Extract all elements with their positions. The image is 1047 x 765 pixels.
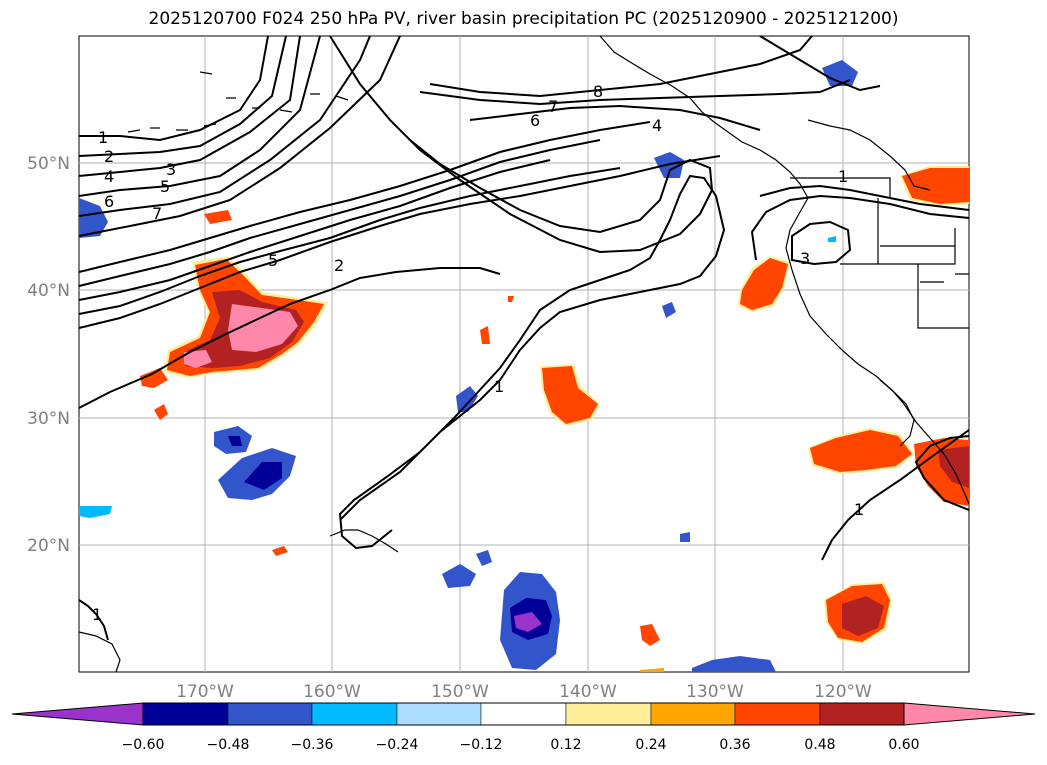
contour-label: 3: [800, 249, 810, 268]
colorbar-segment: [311, 702, 398, 726]
lat-label: 40°N: [27, 281, 70, 301]
contour-label: 1: [854, 500, 864, 519]
lat-label: 20°N: [27, 536, 70, 556]
contour-label: 4: [104, 167, 114, 186]
colorbar-segment: [734, 702, 821, 726]
contour-label: 1: [98, 128, 108, 147]
colorbar-tick-label: −0.12: [460, 737, 503, 753]
colorbar-tick-label: −0.24: [376, 737, 419, 753]
contour-label: 4: [652, 116, 662, 135]
lon-label: 170°W: [176, 682, 234, 702]
contour-label: 3: [166, 160, 176, 179]
colorbar-tick-labels: −0.60 −0.48 −0.36 −0.24 −0.12 0.12 0.24 …: [122, 737, 920, 753]
contour-labels: 1 2 3 4 5 6 7 8 7 6 4 5 2 1 1 3 1 1: [92, 82, 864, 624]
colorbar-segment: [396, 702, 482, 726]
colorbar-segment: [480, 702, 567, 726]
contour-label: 5: [160, 177, 170, 196]
contour-label: 8: [593, 82, 603, 101]
contour-label: 1: [92, 605, 102, 624]
colorbar-tick-label: −0.36: [291, 737, 334, 753]
lon-label: 150°W: [431, 682, 489, 702]
lon-label: 130°W: [686, 682, 744, 702]
colorbar-border: [142, 702, 905, 726]
contour-label: 7: [152, 204, 162, 223]
contour-label: 6: [104, 192, 114, 211]
lon-label: 120°W: [814, 682, 872, 702]
colorbar-extend-max: [903, 702, 1036, 726]
contour-label: 2: [104, 147, 114, 166]
contour-label: 1: [494, 377, 504, 396]
coastlines: [78, 35, 970, 673]
lat-label: 30°N: [27, 409, 70, 429]
colorbar-segment: [227, 702, 313, 726]
colorbar-tick-label: 0.48: [804, 737, 835, 753]
colorbar-tick-label: −0.60: [122, 737, 165, 753]
colorbar-tick-label: 0.12: [550, 737, 581, 753]
contour-label: 5: [268, 251, 278, 270]
colorbar: [11, 702, 1036, 726]
contour-label: 7: [548, 97, 558, 116]
colorbar-tick-label: 0.60: [888, 737, 919, 753]
colorbar-segment: [819, 702, 905, 726]
pv-contours: [78, 35, 970, 641]
colorbar-segment: [650, 702, 736, 726]
lat-label: 50°N: [27, 154, 70, 174]
colorbar-tick-label: 0.24: [635, 737, 666, 753]
colorbar-segment: [142, 702, 229, 726]
lon-label: 160°W: [303, 682, 361, 702]
lat-axis-labels: 50°N 40°N 30°N 20°N: [27, 154, 70, 556]
colorbar-tick-label: −0.48: [207, 737, 250, 753]
colorbar-extend-min: [11, 702, 144, 726]
colorbar-segment: [565, 702, 652, 726]
colorbar-tick-label: 0.36: [719, 737, 750, 753]
contour-label: 2: [334, 256, 344, 275]
contour-label: 1: [838, 167, 848, 186]
lon-axis-labels: 170°W 160°W 150°W 140°W 130°W 120°W: [176, 682, 872, 702]
map-title: 2025120700 F024 250 hPa PV, river basin …: [148, 9, 899, 29]
lon-label: 140°W: [559, 682, 617, 702]
contour-label: 6: [530, 111, 540, 130]
